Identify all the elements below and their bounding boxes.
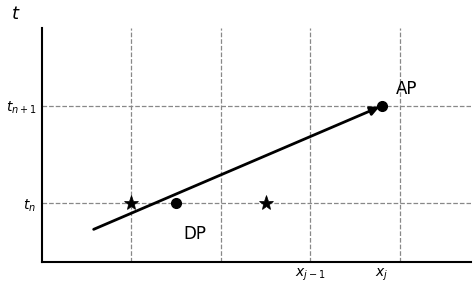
Text: $t$: $t$ (11, 5, 21, 23)
Text: DP: DP (183, 225, 206, 242)
Text: AP: AP (395, 80, 416, 98)
